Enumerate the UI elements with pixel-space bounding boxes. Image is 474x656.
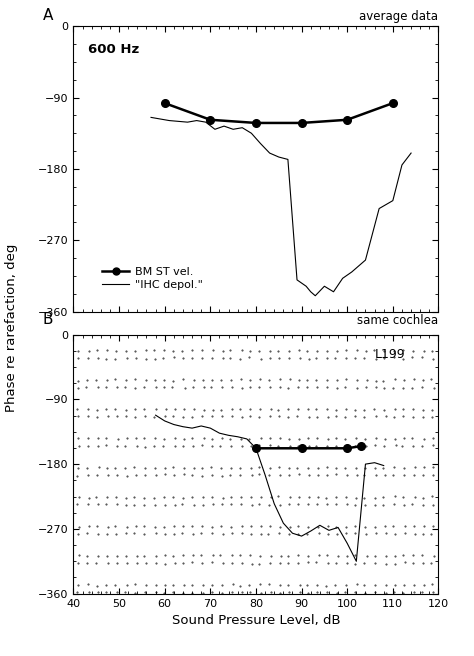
Text: B: B — [43, 312, 53, 327]
Text: same cochlea: same cochlea — [357, 314, 438, 327]
Legend: BM ST vel., "IHC depol.": BM ST vel., "IHC depol." — [97, 262, 207, 295]
Text: 600 Hz: 600 Hz — [88, 43, 139, 56]
X-axis label: Sound Pressure Level, dB: Sound Pressure Level, dB — [172, 614, 340, 627]
Text: average data: average data — [359, 10, 438, 24]
Text: Phase re rarefaction, deg: Phase re rarefaction, deg — [5, 244, 18, 412]
Text: A: A — [43, 9, 53, 24]
Text: L199: L199 — [375, 348, 406, 361]
